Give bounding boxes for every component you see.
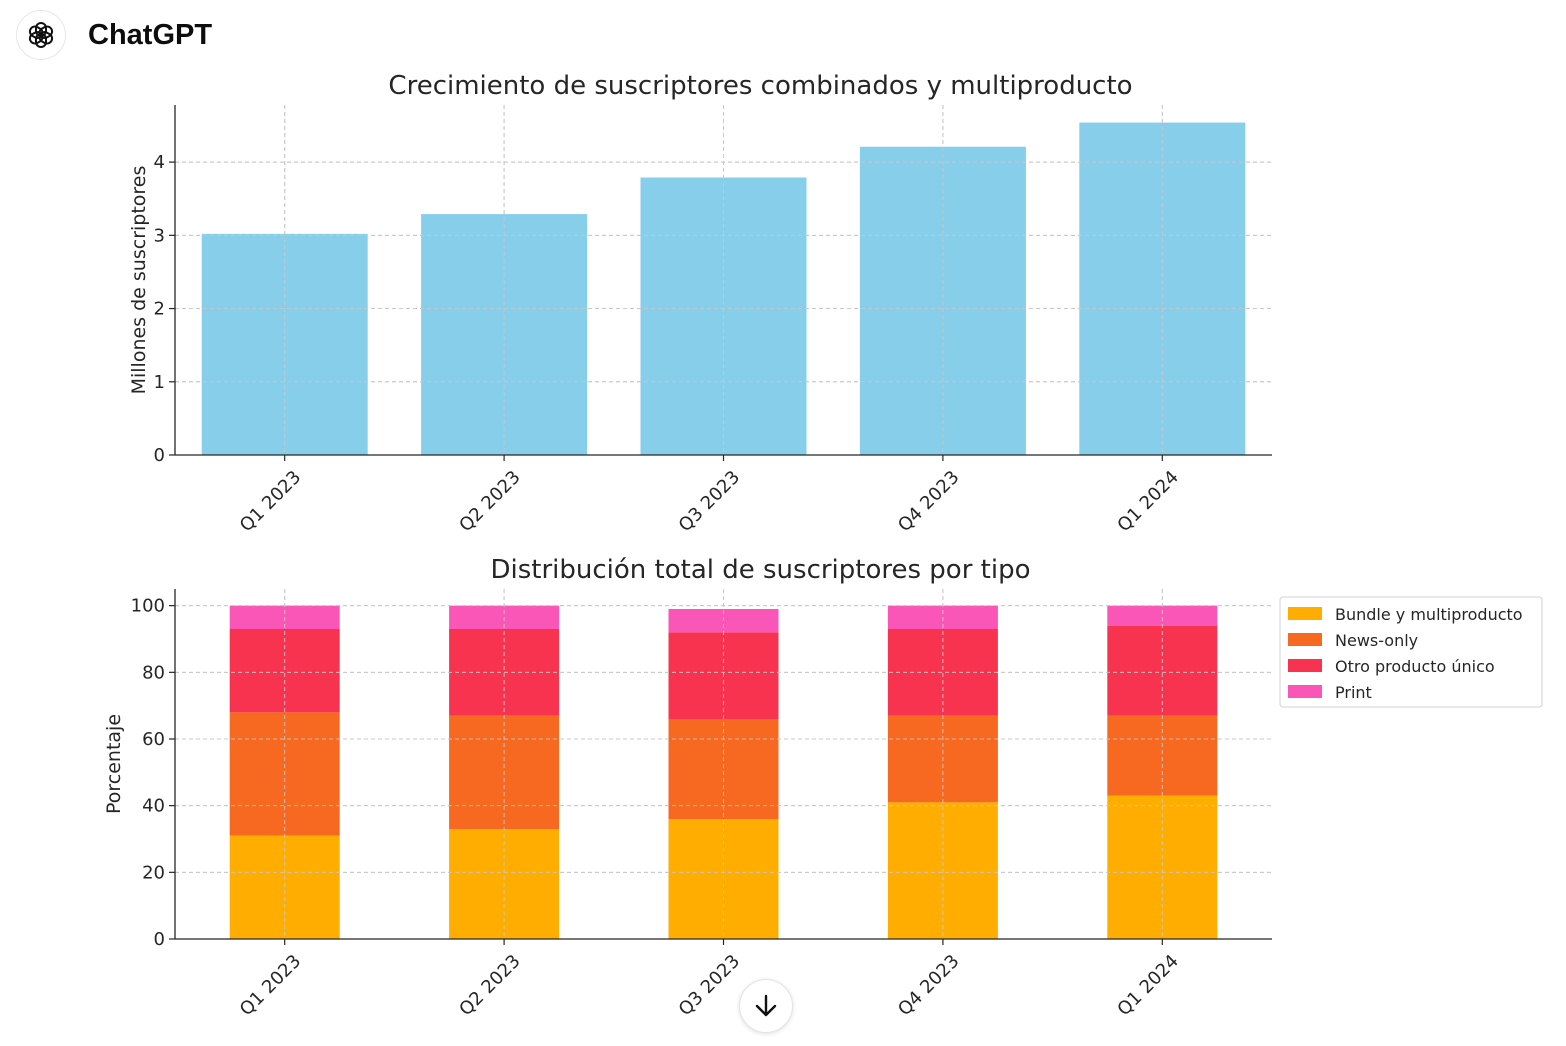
y-tick-label: 100: [131, 596, 165, 617]
y-tick-label: 40: [142, 796, 165, 817]
legend-label: Print: [1335, 683, 1372, 702]
legend: Bundle y multiproducto News-only Otro prod…: [1279, 596, 1543, 708]
x-tick-label: Q1 2024: [1113, 467, 1182, 536]
x-tick-label: Q1 2023: [236, 467, 305, 536]
y-axis-label: Millones de suscriptores: [128, 166, 150, 395]
bar-segment: [1107, 605, 1218, 626]
x-tick-label: Q1 2024: [1113, 951, 1182, 1020]
y-tick-label: 0: [154, 929, 165, 950]
bars: [201, 122, 1246, 456]
y-tick-label: 20: [142, 862, 165, 883]
chart-title: Crecimiento de suscriptores combinados y…: [388, 71, 1132, 101]
legend-swatch: [1288, 607, 1322, 620]
legend-swatch: [1288, 633, 1322, 646]
bar-segment: [229, 629, 340, 713]
x-tick-label: Q2 2023: [455, 951, 524, 1020]
x-tick-label: Q4 2023: [894, 467, 963, 536]
y-axis-label: Porcentaje: [103, 714, 125, 814]
app-header: ChatGPT: [16, 8, 212, 62]
x-tick-label: Q1 2023: [236, 951, 305, 1020]
y-tick-label: 0: [154, 445, 165, 466]
x-tick-label: Q3 2023: [675, 951, 744, 1020]
bars: [229, 605, 1218, 939]
bar-segment: [1107, 715, 1218, 796]
app-title: ChatGPT: [88, 18, 213, 51]
y-tick-label: 60: [142, 729, 165, 750]
scroll-down-button[interactable]: [739, 979, 793, 1033]
y-tick-label: 2: [154, 299, 165, 320]
legend-label: Otro producto único: [1335, 657, 1495, 676]
y-tick-label: 4: [154, 152, 165, 173]
legend-swatch: [1288, 685, 1322, 698]
x-tick-label: Q3 2023: [675, 467, 744, 536]
arrow-down-icon: [755, 994, 777, 1017]
bar-segment: [1107, 795, 1218, 939]
y-tick-label: 80: [142, 662, 165, 683]
y-tick-label: 3: [154, 225, 165, 246]
x-tick-label: Q2 2023: [455, 467, 524, 536]
x-tick-label: Q4 2023: [894, 951, 963, 1020]
legend-swatch: [1288, 659, 1322, 672]
bar-segment: [668, 719, 779, 819]
openai-logo-icon: [16, 10, 66, 60]
chart-title: Distribución total de suscriptores por t…: [490, 555, 1030, 585]
legend-box: [1279, 596, 1543, 708]
legend-label: Bundle y multiproducto: [1335, 605, 1523, 624]
chart-2: 0 20 40 60 80 100 Q1 2023 Q2 2023 Q3 2023 Q4 2023…: [103, 555, 1543, 1020]
chart-1: 0 1 2 3 4 Q1 2023 Q2 2023 Q3 2023 Q4 2023 Q1 2024…: [128, 71, 1272, 536]
legend-label: News-only: [1335, 631, 1418, 650]
y-tick-label: 1: [154, 372, 165, 393]
bar: [421, 214, 588, 455]
